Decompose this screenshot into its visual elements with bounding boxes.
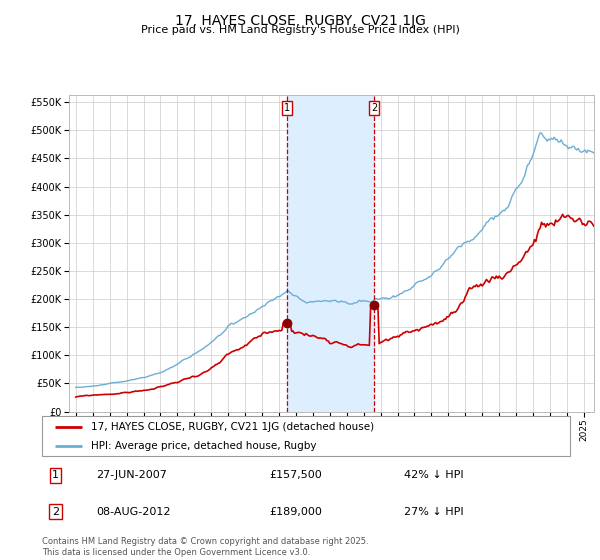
Text: 08-AUG-2012: 08-AUG-2012 bbox=[96, 507, 170, 517]
Text: Price paid vs. HM Land Registry's House Price Index (HPI): Price paid vs. HM Land Registry's House … bbox=[140, 25, 460, 35]
Text: 17, HAYES CLOSE, RUGBY, CV21 1JG (detached house): 17, HAYES CLOSE, RUGBY, CV21 1JG (detach… bbox=[91, 422, 374, 432]
Text: 27-JUN-2007: 27-JUN-2007 bbox=[96, 470, 167, 480]
Text: 2: 2 bbox=[52, 507, 59, 517]
Text: 1: 1 bbox=[284, 103, 290, 113]
Text: Contains HM Land Registry data © Crown copyright and database right 2025.
This d: Contains HM Land Registry data © Crown c… bbox=[42, 537, 368, 557]
FancyBboxPatch shape bbox=[42, 416, 570, 456]
Text: 27% ↓ HPI: 27% ↓ HPI bbox=[404, 507, 463, 517]
Text: HPI: Average price, detached house, Rugby: HPI: Average price, detached house, Rugb… bbox=[91, 441, 316, 450]
Text: £157,500: £157,500 bbox=[269, 470, 322, 480]
Text: 42% ↓ HPI: 42% ↓ HPI bbox=[404, 470, 463, 480]
Text: 1: 1 bbox=[52, 470, 59, 480]
Text: 2: 2 bbox=[371, 103, 377, 113]
Text: £189,000: £189,000 bbox=[269, 507, 322, 517]
Text: 17, HAYES CLOSE, RUGBY, CV21 1JG: 17, HAYES CLOSE, RUGBY, CV21 1JG bbox=[175, 14, 425, 28]
Bar bbox=[287, 95, 374, 412]
